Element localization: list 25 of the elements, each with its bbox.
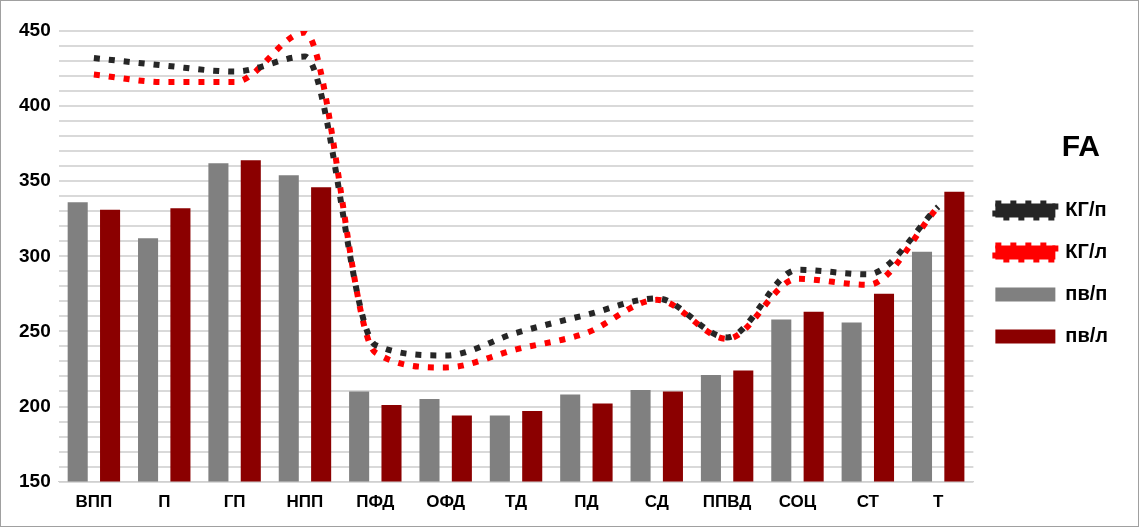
x-tick-label: П xyxy=(158,492,171,512)
y-tick-label: 250 xyxy=(19,319,51,341)
legend-label: КГ/л xyxy=(1065,240,1108,263)
legend-label: КГ/п xyxy=(1065,198,1107,221)
x-tick-label: НПП xyxy=(286,492,324,512)
x-tick-label: СОЦ xyxy=(778,492,817,512)
x-tick-label: СД xyxy=(644,492,669,512)
legend-label: пв/п xyxy=(1065,282,1108,305)
y-tick-label: 450 xyxy=(19,19,51,41)
x-tick-label: ОФД xyxy=(426,492,466,512)
y-tick-label: 400 xyxy=(19,94,51,116)
text: FA xyxy=(1061,129,1100,163)
x-tick-label: ПД xyxy=(574,492,599,512)
x-tick-label: ППВД xyxy=(702,492,752,512)
x-tick-label: ГП xyxy=(223,492,246,512)
y-tick-label: 200 xyxy=(19,394,51,416)
legend-label: пв/л xyxy=(1065,324,1108,347)
y-tick-label: 350 xyxy=(19,169,51,191)
y-tick-label: 300 xyxy=(19,244,51,266)
x-tick-label: Т xyxy=(932,492,944,512)
x-tick-label: ТД xyxy=(504,492,528,512)
x-tick-label: ПФД xyxy=(356,492,395,512)
x-tick-label: ВПП xyxy=(75,492,113,512)
y-tick-label: 150 xyxy=(19,469,51,491)
x-tick-label: СТ xyxy=(856,492,880,512)
